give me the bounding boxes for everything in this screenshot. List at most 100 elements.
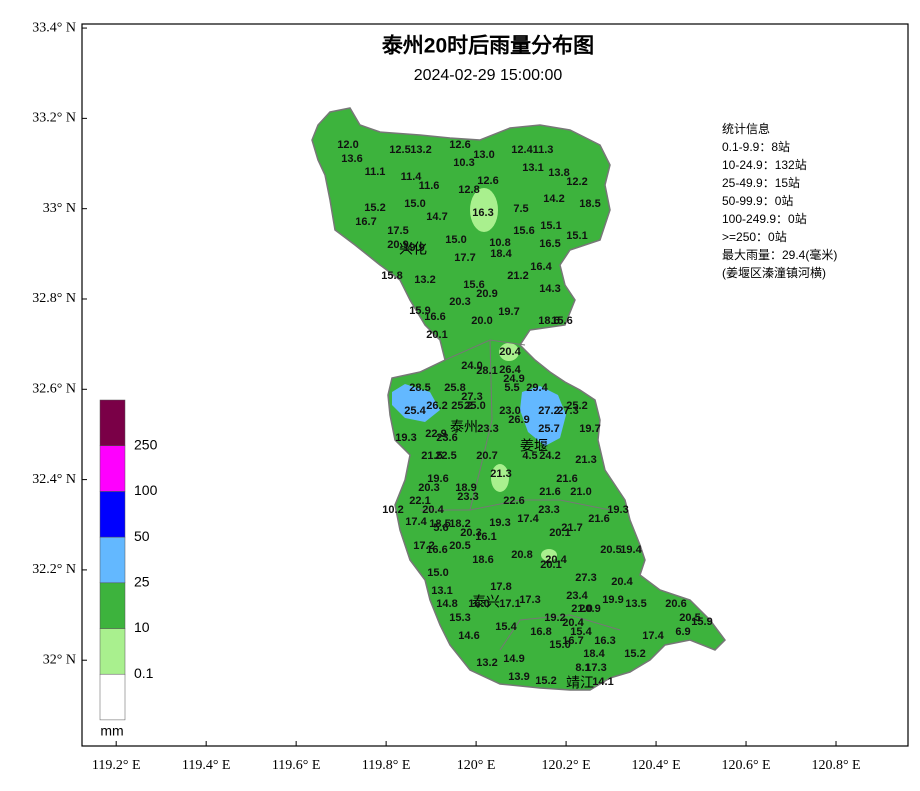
- station-value: 20.0: [471, 315, 492, 327]
- station-value: 18.9: [455, 482, 476, 494]
- station-value: 16.5: [539, 238, 560, 250]
- station-value: 4.5: [522, 450, 537, 462]
- station-value: 22.1: [409, 495, 430, 507]
- station-value: 16.7: [355, 216, 376, 228]
- info-line: 0.1-9.9：8站: [722, 140, 790, 154]
- station-value: 13.1: [522, 162, 543, 174]
- x-tick-label: 120.2° E: [542, 758, 591, 773]
- station-value: 12.6: [477, 175, 498, 187]
- y-tick-label: 33.2° N: [32, 111, 76, 126]
- legend-unit: mm: [100, 723, 123, 739]
- station-value: 14.7: [426, 211, 447, 223]
- y-tick-label: 32° N: [43, 652, 76, 667]
- station-value: 21.6: [539, 486, 560, 498]
- station-value: 13.8: [548, 167, 569, 179]
- info-line: 50-99.9：0站: [722, 194, 793, 208]
- station-value: 15.6: [551, 315, 572, 327]
- area: [470, 188, 498, 232]
- y-tick-label: 32.4° N: [32, 472, 76, 487]
- stats-info: 统计信息 0.1-9.9：8站 10-24.9：132站 25-49.9：15站 50-…: [722, 121, 837, 280]
- station-value: 16.3: [594, 635, 615, 647]
- station-value: 13.0: [473, 149, 494, 161]
- border: [469, 339, 493, 511]
- y-tick-label: 33° N: [43, 201, 76, 216]
- station-value: 25.0: [464, 400, 485, 412]
- station-value: 18.4: [490, 248, 512, 260]
- station-value: 15.9: [409, 305, 430, 317]
- y-tick-label: 33.4° N: [32, 20, 76, 35]
- station-value: 22.6: [503, 495, 524, 507]
- x-tick-label: 119.4° E: [182, 758, 231, 773]
- station-value: 20.6: [665, 598, 686, 610]
- axes: 33.4° N 33.2° N 33° N 32.8° N 32.6° N 32.4° N…: [32, 20, 860, 773]
- station-value: 19.6: [427, 473, 448, 485]
- station-value: 20.4: [562, 617, 584, 629]
- station-value: 15.6: [463, 279, 484, 291]
- station-value: 20.9: [579, 603, 600, 615]
- station-value: 18.5: [429, 518, 450, 530]
- station-value: 20.4: [611, 576, 633, 588]
- station-value: 13.2: [410, 144, 431, 156]
- station-value: 10.8: [489, 237, 510, 249]
- station-value: 15.2: [535, 675, 556, 687]
- station-value: 13.2: [414, 274, 435, 286]
- station-value: 13.2: [476, 657, 497, 669]
- station-value: 20.4: [422, 504, 444, 516]
- station-value: 21.6: [556, 473, 577, 485]
- legend-swatch: [99, 673, 126, 721]
- region-taizhou: [311, 107, 726, 691]
- station-value: 23.3: [477, 423, 498, 435]
- station-value: 22.9: [425, 428, 446, 440]
- station-value: 15.9: [691, 616, 712, 628]
- station-value: 16.6: [424, 311, 445, 323]
- station-value: 10.2: [382, 504, 403, 516]
- station-value: 13.9: [508, 671, 529, 683]
- station-value: 27.3: [575, 572, 596, 584]
- station-value: 23.4: [566, 590, 588, 602]
- legend-label: 0.1: [134, 665, 154, 681]
- x-tick-label: 120.8° E: [811, 758, 860, 773]
- station-value: 14.1: [592, 676, 613, 688]
- station-value: 14.3: [539, 283, 560, 295]
- station-value: 18.2: [449, 518, 470, 530]
- station-value: 21.6: [588, 513, 609, 525]
- station-value: 16.8: [530, 626, 551, 638]
- station-value: 14.2: [543, 193, 564, 205]
- station-value: 15.1: [566, 230, 587, 242]
- station-value: 13.1: [431, 585, 452, 597]
- station-value: 24.0: [461, 360, 482, 372]
- station-value: 20.4: [545, 554, 567, 566]
- station-value: 15.6: [513, 225, 534, 237]
- station-value: 20.9: [476, 288, 497, 300]
- station-value: 19.3: [395, 432, 416, 444]
- station-value: 29.4: [526, 382, 548, 394]
- x-tick-label: 120.4° E: [631, 758, 680, 773]
- station-value: 23.3: [538, 504, 559, 516]
- station-value: 8.1: [575, 662, 590, 674]
- station-value: 25.8: [444, 382, 465, 394]
- station-value: 22.5: [435, 450, 456, 462]
- legend-label: 25: [134, 574, 150, 590]
- station-value: 15.8: [381, 270, 402, 282]
- station-value: 17.2: [413, 540, 434, 552]
- info-line: 25-49.9：15站: [722, 176, 800, 190]
- place-name: 兴化: [399, 241, 427, 257]
- light-rain-areas: [470, 188, 557, 561]
- station-value: 16.4: [530, 261, 552, 273]
- station-value: 21.3: [575, 454, 596, 466]
- station-value: 26.2: [426, 400, 447, 412]
- info-line: 最大雨量：29.4(毫米): [722, 247, 837, 262]
- station-value: 12.5: [389, 144, 410, 156]
- station-value: 15.0: [404, 198, 425, 210]
- station-value: 15.2: [624, 648, 645, 660]
- station-value: 18.5: [579, 198, 600, 210]
- x-tick-label: 120° E: [457, 758, 496, 773]
- station-value: 16.1: [475, 531, 496, 543]
- station-value: 11.1: [365, 166, 386, 178]
- station-value: 16.7: [562, 635, 583, 647]
- area: [541, 549, 557, 561]
- info-line: 统计信息: [722, 121, 770, 136]
- area: [520, 386, 566, 446]
- station-value: 23.0: [499, 405, 520, 417]
